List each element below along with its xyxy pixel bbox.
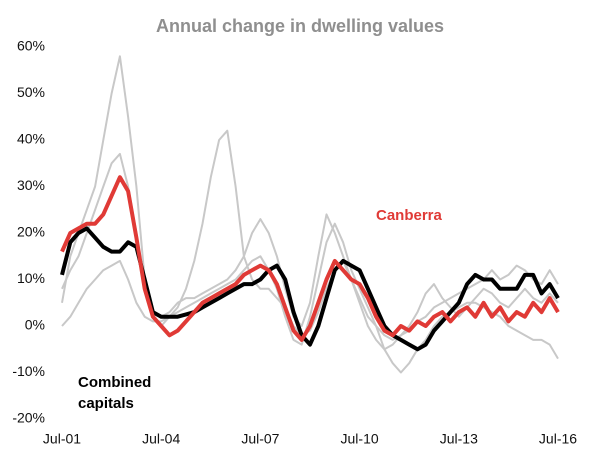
y-tick-label: 30%: [17, 177, 45, 193]
background-line: [61, 129, 559, 341]
y-tick-label: 0%: [25, 317, 45, 333]
y-tick-label: -10%: [12, 363, 45, 379]
x-tick-label: Jul-16: [539, 431, 577, 447]
x-tick-label: Jul-01: [43, 431, 81, 447]
chart-title: Annual change in dwelling values: [156, 16, 444, 36]
x-tick-label: Jul-13: [440, 431, 478, 447]
x-tick-label: Jul-04: [142, 431, 180, 447]
y-tick-label: -20%: [12, 410, 45, 426]
y-tick-label: 60%: [17, 38, 45, 54]
series-line: [60, 175, 560, 342]
x-tick-label: Jul-10: [341, 431, 379, 447]
y-tick-label: 20%: [17, 224, 45, 240]
series-label: Combined capitals: [78, 374, 152, 412]
y-tick-label: 10%: [17, 270, 45, 286]
x-tick-label: Jul-07: [241, 431, 279, 447]
series-label: Canberra: [376, 207, 442, 224]
y-tick-label: 40%: [17, 131, 45, 147]
y-tick-label: 50%: [17, 84, 45, 100]
